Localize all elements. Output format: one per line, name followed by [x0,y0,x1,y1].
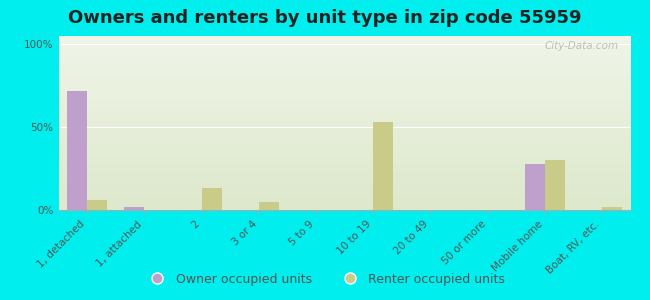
Bar [373,122,393,210]
Bar [124,207,144,210]
Bar [67,91,87,210]
Bar [202,188,222,210]
Bar [545,160,565,210]
Bar [602,207,622,210]
Bar [87,200,107,210]
Bar [525,164,545,210]
Text: City-Data.com: City-Data.com [545,41,619,51]
Bar [259,202,279,210]
Legend: Owner occupied units, Renter occupied units: Owner occupied units, Renter occupied un… [140,268,510,291]
Text: Owners and renters by unit type in zip code 55959: Owners and renters by unit type in zip c… [68,9,582,27]
